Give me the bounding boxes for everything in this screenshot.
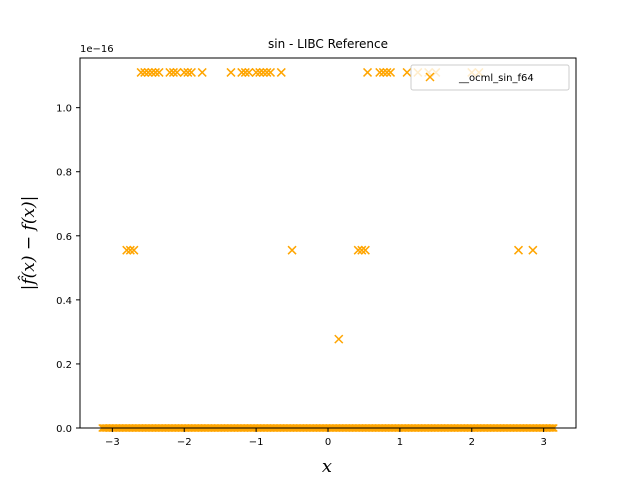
data-point <box>402 67 412 77</box>
data-point <box>258 67 268 77</box>
y-tick-label: 0.4 <box>56 296 72 307</box>
y-axis-label: |f̂(x) − f(x)| <box>18 196 39 291</box>
data-point <box>150 67 161 77</box>
legend-label: __ocml_sin_f64 <box>458 73 534 84</box>
legend-marker-x <box>425 72 435 82</box>
x-tick-label: 2 <box>469 437 475 448</box>
x-axis-label: x <box>322 456 332 477</box>
legend-marker-x-icon <box>425 72 435 82</box>
legend: __ocml_sin_f64 <box>410 64 570 91</box>
data-point <box>147 67 157 77</box>
data-point <box>265 67 276 77</box>
chart-title: sin - LIBC Reference <box>268 37 388 51</box>
y-tick-label: 0.2 <box>56 360 72 371</box>
x-axis-ticks: −3 −2 −1 0 1 2 3 <box>105 428 547 448</box>
data-point <box>360 245 370 255</box>
data-point <box>179 67 189 77</box>
data-point <box>353 245 363 255</box>
data-point <box>251 67 261 77</box>
data-point <box>143 67 153 77</box>
y-offset-label: 1e−16 <box>80 44 114 55</box>
data-point <box>237 67 247 77</box>
data-point <box>197 67 207 77</box>
data-point <box>244 67 254 77</box>
data-point <box>240 67 250 77</box>
x-tick-label: −2 <box>177 437 192 448</box>
data-point <box>226 67 236 77</box>
data-point <box>287 245 297 255</box>
data-point <box>382 67 392 77</box>
data-point <box>154 67 164 77</box>
x-tick-label: 1 <box>397 437 403 448</box>
data-point <box>255 67 265 77</box>
data-point <box>136 67 146 77</box>
y-tick-label: 0.0 <box>56 424 72 435</box>
x-tick-label: 0 <box>325 437 331 448</box>
data-point <box>378 67 388 77</box>
data-point <box>528 245 538 255</box>
data-point <box>513 245 524 255</box>
y-axis-ticks: 0.0 0.2 0.4 0.6 0.8 1.0 <box>56 104 80 435</box>
legend-box <box>410 64 570 91</box>
data-point <box>375 67 385 77</box>
data-point <box>183 67 193 77</box>
data-point <box>276 67 286 77</box>
data-point <box>386 67 396 77</box>
data-point <box>357 245 367 255</box>
data-point <box>334 334 344 344</box>
x-tick-label: 3 <box>540 437 546 448</box>
data-point <box>262 67 272 77</box>
data-point <box>168 67 178 77</box>
y-tick-label: 0.6 <box>56 232 72 243</box>
data-point <box>172 67 182 77</box>
data-point <box>140 67 150 77</box>
x-tick-label: −3 <box>105 437 120 448</box>
x-tick-label: −1 <box>249 437 264 448</box>
data-point <box>165 67 175 77</box>
data-point <box>122 245 132 255</box>
data-point <box>125 245 135 255</box>
y-tick-label: 0.8 <box>56 168 72 179</box>
data-point <box>186 67 196 77</box>
data-point <box>129 245 139 255</box>
data-point <box>363 67 373 77</box>
y-tick-label: 1.0 <box>56 104 72 115</box>
